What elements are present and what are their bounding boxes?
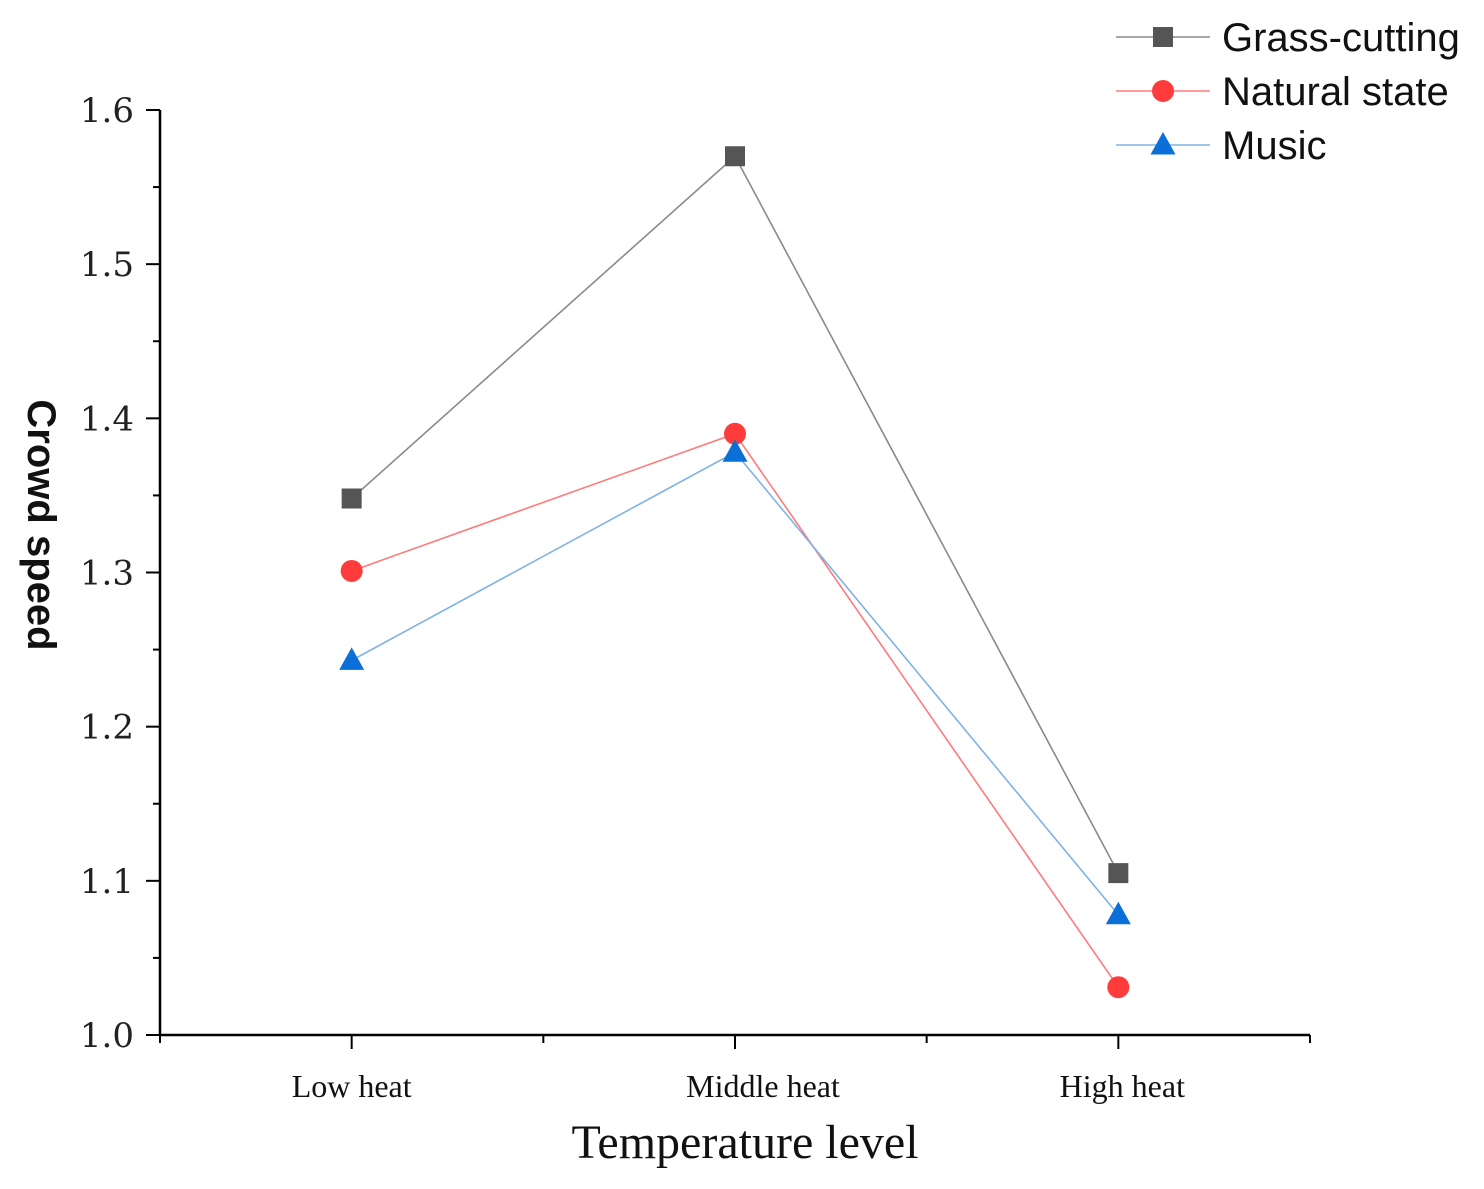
x-axis-title: Temperature level — [571, 1116, 918, 1169]
legend: Grass-cutting Natural state Music — [1116, 16, 1460, 168]
y-tick-label: 1.6 — [80, 91, 134, 131]
y-tick-label: 1.2 — [80, 708, 134, 748]
legend-label-music: Music — [1222, 124, 1326, 168]
x-tick-label: Low heat — [292, 1068, 412, 1104]
legend-label-natural-state: Natural state — [1222, 70, 1449, 114]
data-point-grass-cutting — [725, 146, 745, 167]
y-tick-label: 1.5 — [80, 245, 134, 285]
legend-marker-grass-cutting — [1153, 27, 1173, 47]
data-point-grass-cutting — [1108, 863, 1129, 884]
y-tick-label: 1.3 — [80, 554, 134, 594]
x-tick-label: Middle heat — [686, 1068, 840, 1104]
data-point-natural-state — [1107, 976, 1130, 999]
data-point-natural-state — [340, 559, 363, 582]
data-point-music — [722, 439, 748, 462]
series-line-grass-cutting — [351, 154, 1120, 874]
legend-marker-music — [1150, 131, 1176, 155]
x-tick-label: High heat — [1060, 1068, 1185, 1104]
series-line-music — [351, 451, 1119, 916]
y-tick-label: 1.4 — [80, 399, 134, 439]
axes: 1.0 1.1 1.2 1.3 1.4 1.5 1.6 Low heat Middle heat… — [80, 91, 1311, 1104]
data-point-music — [339, 647, 365, 670]
data-point-grass-cutting — [341, 488, 362, 509]
y-axis-title: Crowd speed — [19, 399, 63, 650]
legend-label-grass-cutting: Grass-cutting — [1222, 16, 1460, 60]
series-layer — [339, 146, 1131, 999]
data-point-music — [1105, 901, 1131, 925]
y-tick-label: 1.1 — [80, 862, 134, 902]
data-point-natural-state — [724, 422, 746, 445]
legend-marker-natural-state — [1152, 80, 1174, 102]
y-tick-label: 1.0 — [80, 1016, 134, 1056]
series-line-natural-state — [351, 432, 1119, 988]
